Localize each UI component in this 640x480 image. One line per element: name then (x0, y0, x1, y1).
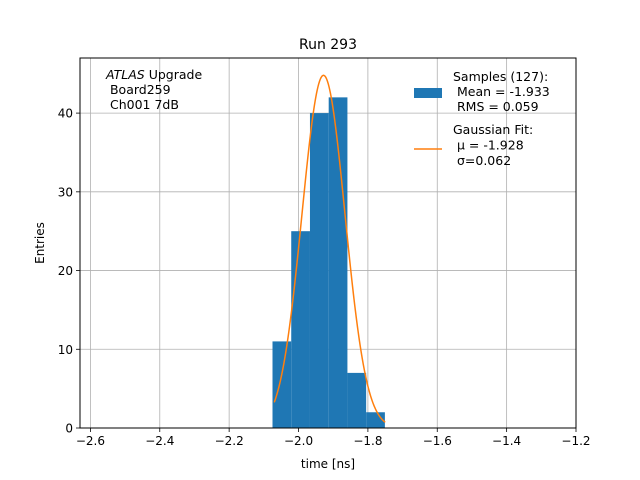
gaussian-fit-curve (273, 74, 386, 423)
x-axis-label: time [ns] (301, 457, 355, 471)
legend-swatch-samples (414, 88, 442, 98)
legend-fit-line-1: μ = -1.928 (453, 138, 524, 153)
annotation-line-2: Ch001 7dB (106, 97, 179, 112)
annotation-line-0: ATLAS Upgrade (105, 67, 202, 82)
y-axis-label: Entries (33, 222, 47, 264)
legend: Samples (127): Mean = -1.933 RMS = 0.059… (414, 69, 550, 168)
legend-samples-line-1: Mean = -1.933 (453, 84, 550, 99)
histogram-bar-3 (328, 97, 348, 429)
y-tick-label-1: 10 (58, 343, 73, 357)
x-tick-label-4: −1.8 (353, 434, 382, 448)
plot-frame (79, 57, 577, 429)
annotation-box: ATLAS Upgrade Board259 Ch001 7dB (105, 67, 202, 112)
x-tick-label-5: −1.6 (423, 434, 452, 448)
legend-samples-line-2: RMS = 0.059 (453, 99, 539, 114)
y-axis-ticks: 0 10 20 30 40 (58, 107, 80, 436)
y-tick-label-4: 40 (58, 107, 73, 121)
legend-fit-line-0: Gaussian Fit: (453, 122, 533, 137)
y-tick-label-3: 30 (58, 185, 73, 199)
x-tick-label-3: −2.0 (284, 434, 313, 448)
x-tick-label-6: −1.4 (492, 434, 521, 448)
y-tick-label-2: 20 (58, 264, 73, 278)
x-axis-ticks: −2.6 −2.4 −2.2 −2.0 −1.8 −1.6 −1.4 −1.2 (76, 428, 591, 448)
legend-samples-line-0: Samples (127): (453, 69, 548, 84)
histogram-bar-2 (309, 113, 329, 428)
histogram-bar-0 (272, 341, 292, 428)
chart-title: Run 293 (299, 37, 357, 53)
x-tick-label-7: −1.2 (561, 434, 590, 448)
histogram-bar-1 (291, 231, 310, 428)
legend-fit-line-2: σ=0.062 (453, 153, 511, 168)
y-tick-label-0: 0 (65, 422, 73, 436)
annotation-line-1: Board259 (106, 82, 171, 97)
x-tick-label-1: −2.4 (145, 434, 174, 448)
histogram-bars (272, 97, 385, 429)
x-tick-label-2: −2.2 (215, 434, 244, 448)
x-tick-label-0: −2.6 (76, 434, 105, 448)
histogram-bar-4 (347, 372, 367, 428)
